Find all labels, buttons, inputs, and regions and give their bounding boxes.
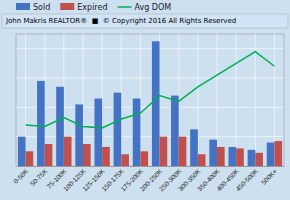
bar bbox=[198, 154, 206, 166]
line bbox=[26, 52, 275, 128]
bar-series bbox=[26, 137, 283, 166]
bar bbox=[171, 96, 179, 166]
legend: Sold Expired Avg DOM bbox=[16, 3, 171, 12]
tick: 450-500K bbox=[234, 166, 259, 192]
bar bbox=[64, 137, 72, 166]
bar bbox=[114, 93, 122, 166]
bar bbox=[133, 99, 141, 166]
bar bbox=[209, 140, 217, 166]
tick: 0-50K bbox=[12, 166, 30, 185]
legend-item: Expired bbox=[60, 3, 107, 12]
bar bbox=[255, 153, 263, 166]
title: John Makris REALTOR® ■ © Copyright 2016 … bbox=[5, 17, 236, 25]
bar bbox=[217, 147, 225, 166]
bar bbox=[140, 151, 148, 166]
bar bbox=[56, 87, 64, 166]
bar bbox=[18, 137, 26, 166]
bar bbox=[248, 150, 256, 166]
x-axis: 0-50K50-75K75-100K100-125K125-150K150-17… bbox=[12, 166, 284, 192]
legend-label: Avg DOM bbox=[134, 3, 171, 12]
bar bbox=[37, 81, 45, 166]
legend-swatch bbox=[117, 6, 131, 8]
legend-swatch bbox=[16, 3, 30, 10]
legend-item: Sold bbox=[16, 3, 50, 12]
axis-line bbox=[17, 166, 285, 167]
grid bbox=[16, 34, 284, 166]
plot-frame bbox=[16, 34, 284, 166]
bar bbox=[45, 144, 53, 166]
bar bbox=[179, 137, 187, 166]
bar-series bbox=[18, 41, 275, 166]
tick-label: 450-500K bbox=[234, 167, 259, 192]
bar bbox=[160, 137, 168, 166]
bar bbox=[190, 129, 198, 166]
plot: 0-50K50-75K75-100K100-125K125-150K150-17… bbox=[12, 34, 284, 192]
bar bbox=[274, 141, 282, 166]
bar bbox=[228, 147, 236, 166]
title-background bbox=[2, 14, 288, 28]
chart: Sold Expired Avg DOM John Makris REALTOR® ■… bbox=[0, 0, 290, 200]
legend-swatch bbox=[60, 3, 74, 10]
grid-line bbox=[16, 48, 284, 49]
bar bbox=[267, 143, 275, 166]
bar bbox=[94, 99, 102, 166]
bar bbox=[26, 151, 34, 166]
grid-line bbox=[236, 34, 237, 166]
marks bbox=[18, 41, 282, 166]
bar bbox=[152, 41, 160, 166]
bar bbox=[236, 148, 244, 166]
tick: 500K+ bbox=[260, 166, 279, 186]
tick-label: 0-50K bbox=[12, 167, 30, 185]
title-band: John Makris REALTOR® ■ © Copyright 2016 … bbox=[2, 14, 288, 28]
legend-label: Expired bbox=[77, 3, 107, 12]
tick-label: 500K+ bbox=[260, 167, 279, 186]
legend-label: Sold bbox=[33, 3, 50, 12]
legend-item: Avg DOM bbox=[117, 3, 171, 12]
bar bbox=[121, 154, 129, 166]
bar bbox=[83, 144, 91, 166]
bar bbox=[102, 147, 110, 166]
grid-line bbox=[16, 78, 284, 79]
bar bbox=[75, 104, 83, 166]
grid-line bbox=[255, 34, 256, 166]
